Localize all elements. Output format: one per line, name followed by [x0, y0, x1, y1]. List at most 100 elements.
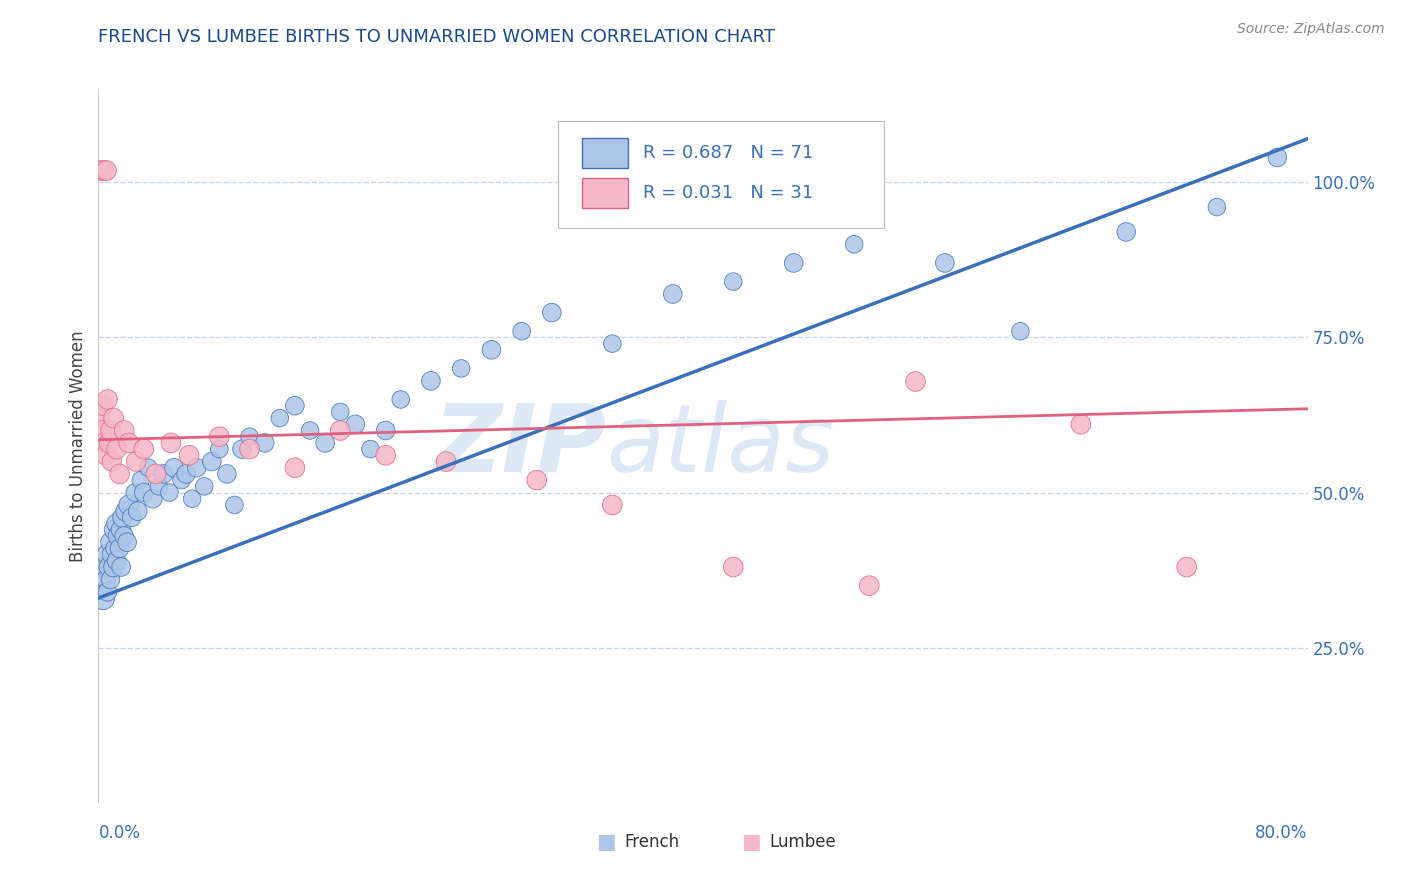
Text: R = 0.687   N = 71: R = 0.687 N = 71: [643, 145, 813, 162]
Point: [239, 442, 262, 456]
Point: [253, 436, 276, 450]
FancyBboxPatch shape: [582, 178, 628, 208]
Point: [284, 399, 307, 413]
Point: [110, 523, 132, 537]
Point: [934, 256, 956, 270]
Point: [98, 560, 121, 574]
Point: [344, 417, 367, 432]
Text: ■: ■: [596, 832, 616, 852]
Point: [224, 498, 246, 512]
Point: [96, 392, 118, 407]
Point: [602, 336, 624, 351]
Point: [121, 510, 143, 524]
Point: [783, 256, 806, 270]
Text: 80.0%: 80.0%: [1256, 824, 1308, 842]
Point: [314, 436, 336, 450]
Y-axis label: Births to Unmarried Women: Births to Unmarried Women: [69, 330, 87, 562]
Point: [145, 467, 167, 481]
Point: [96, 584, 118, 599]
Point: [239, 430, 262, 444]
Point: [174, 467, 197, 481]
Point: [127, 504, 149, 518]
Point: [105, 554, 128, 568]
Text: French: French: [624, 833, 679, 851]
Point: [170, 473, 193, 487]
Point: [374, 448, 396, 462]
Point: [94, 162, 117, 177]
Point: [142, 491, 165, 506]
Point: [159, 485, 181, 500]
Point: [602, 498, 624, 512]
Point: [360, 442, 382, 456]
Point: [329, 424, 352, 438]
Text: ZIP: ZIP: [433, 400, 606, 492]
Point: [148, 479, 170, 493]
Point: [103, 523, 125, 537]
Point: [101, 454, 124, 468]
Text: R = 0.031   N = 31: R = 0.031 N = 31: [643, 184, 813, 202]
FancyBboxPatch shape: [558, 121, 884, 228]
Point: [163, 460, 186, 475]
Point: [104, 541, 127, 556]
Point: [93, 560, 115, 574]
Point: [844, 237, 866, 252]
Point: [481, 343, 503, 357]
Point: [181, 491, 204, 506]
Point: [118, 436, 141, 450]
Point: [510, 324, 533, 338]
Point: [1206, 200, 1229, 214]
Point: [94, 448, 117, 462]
Text: Lumbee: Lumbee: [769, 833, 837, 851]
Point: [152, 467, 174, 481]
Point: [193, 479, 215, 493]
Point: [103, 560, 125, 574]
Point: [101, 548, 124, 562]
Point: [186, 460, 208, 475]
Point: [1115, 225, 1137, 239]
Text: 0.0%: 0.0%: [98, 824, 141, 842]
Point: [723, 560, 745, 574]
Point: [112, 529, 135, 543]
Point: [90, 424, 112, 438]
Point: [215, 467, 238, 481]
Point: [91, 399, 114, 413]
Point: [105, 442, 128, 456]
Point: [115, 535, 138, 549]
Text: ■: ■: [741, 832, 761, 852]
Point: [450, 361, 472, 376]
Point: [103, 411, 125, 425]
Point: [93, 436, 115, 450]
Point: [389, 392, 412, 407]
Point: [89, 162, 111, 177]
Point: [858, 579, 880, 593]
Point: [179, 448, 201, 462]
Point: [208, 430, 231, 444]
Point: [100, 535, 122, 549]
Point: [111, 510, 134, 524]
Point: [160, 436, 183, 450]
Point: [1267, 151, 1289, 165]
Point: [94, 573, 117, 587]
Point: [284, 460, 307, 475]
Point: [118, 498, 141, 512]
Point: [105, 516, 128, 531]
Point: [208, 442, 231, 456]
Point: [132, 442, 155, 456]
Point: [100, 573, 122, 587]
Point: [132, 485, 155, 500]
Point: [329, 405, 352, 419]
Point: [526, 473, 548, 487]
Point: [107, 529, 129, 543]
Point: [96, 548, 118, 562]
Point: [91, 162, 114, 177]
Point: [231, 442, 253, 456]
Point: [110, 560, 132, 574]
Point: [91, 591, 114, 605]
Point: [540, 305, 562, 319]
Point: [108, 467, 131, 481]
Point: [124, 485, 146, 500]
FancyBboxPatch shape: [582, 138, 628, 169]
Point: [1070, 417, 1092, 432]
Point: [269, 411, 291, 425]
Point: [299, 424, 322, 438]
